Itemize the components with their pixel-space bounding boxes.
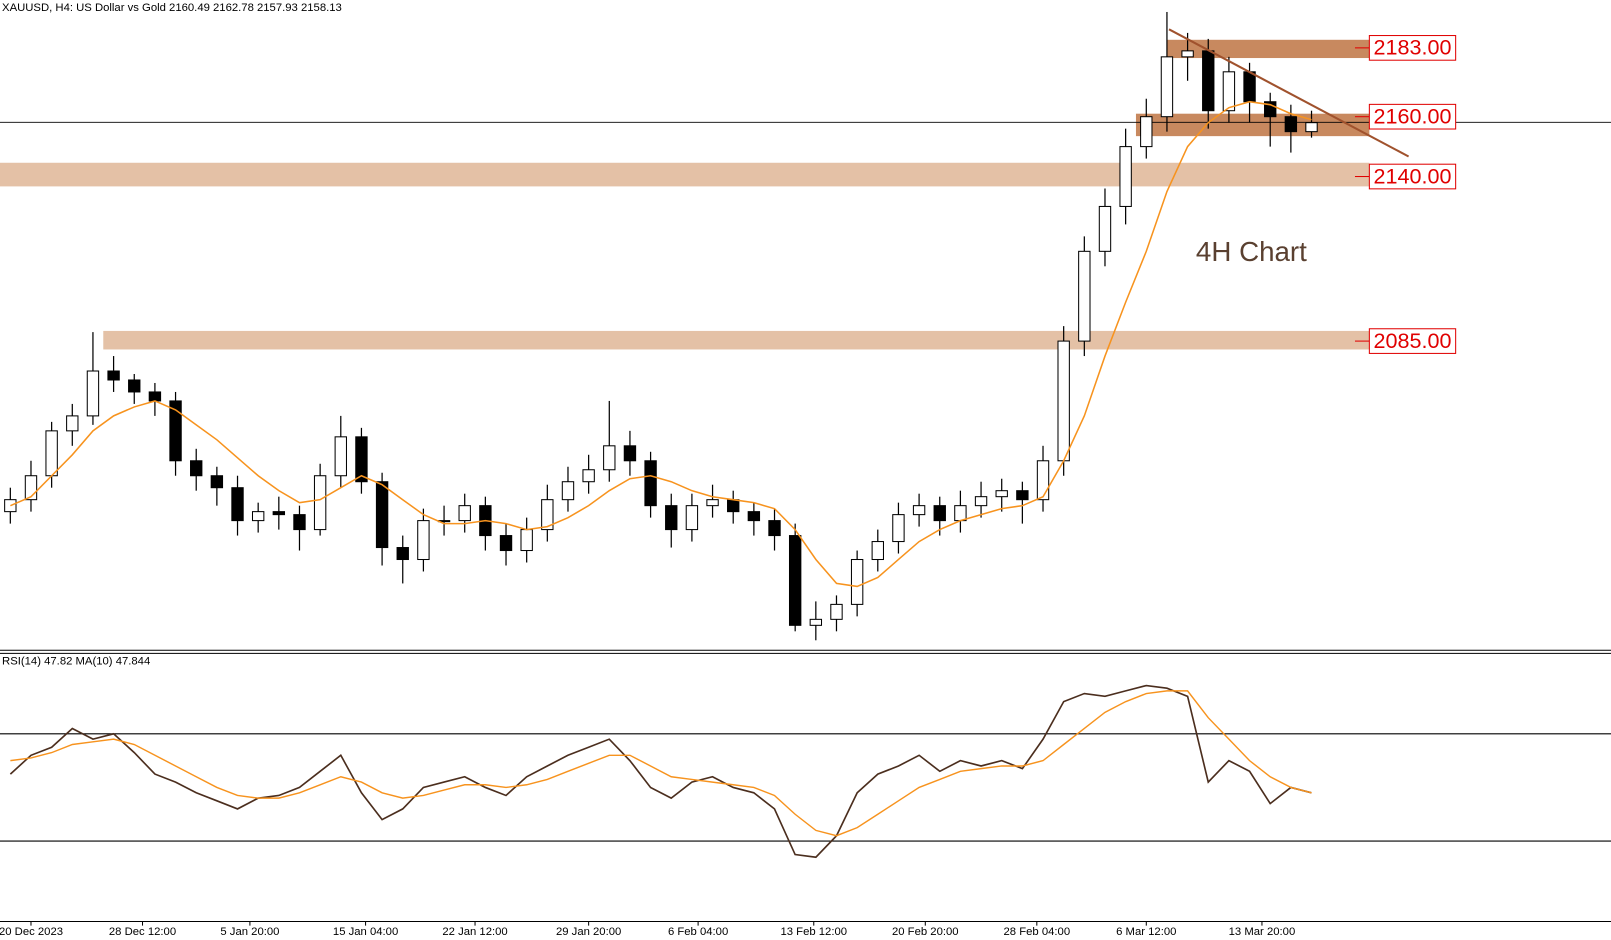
candle-body — [251, 511, 265, 522]
level-label-box — [1368, 103, 1457, 130]
level-zone — [1166, 39, 1370, 59]
candle-body — [561, 481, 575, 501]
candle-body — [210, 475, 224, 489]
level-label: 2160.00 — [1374, 103, 1452, 128]
candle-body — [313, 475, 327, 531]
candle-body — [1119, 146, 1132, 207]
candle-body — [520, 529, 533, 552]
candle-body — [272, 511, 286, 516]
candle-body — [1016, 490, 1029, 501]
x-tick-label: 20 Dec 2023 — [0, 926, 63, 938]
x-tick-label: 5 Jan 20:00 — [220, 926, 279, 938]
candle-body — [499, 535, 513, 552]
rsi-ma-line — [10, 690, 1312, 837]
candle-body — [541, 499, 554, 531]
candle-body — [603, 445, 616, 471]
trendline — [1168, 28, 1410, 158]
candle-body — [665, 505, 678, 531]
level-label-box — [1368, 35, 1457, 61]
candle-body — [190, 460, 203, 477]
candle-body — [128, 379, 141, 393]
candle-body — [623, 445, 637, 462]
candle-body — [231, 487, 244, 522]
candle-body — [954, 505, 967, 522]
x-tick-label: 28 Feb 04:00 — [1004, 926, 1071, 938]
level-label-box — [1368, 328, 1457, 354]
candle-body — [933, 505, 946, 522]
x-tick-label: 22 Jan 12:00 — [442, 926, 507, 938]
x-tick-label: 15 Jan 04:00 — [333, 926, 398, 938]
candle-body — [375, 481, 389, 549]
candle-body — [1243, 71, 1256, 103]
candle-body — [768, 520, 781, 537]
candle-body — [293, 514, 306, 531]
candle-body — [458, 505, 471, 522]
candle-body — [1140, 116, 1153, 148]
candle-body — [1057, 340, 1070, 462]
candle-body — [912, 505, 926, 516]
candle-body — [1098, 205, 1112, 252]
candle-body — [892, 514, 905, 543]
candle-body — [850, 558, 864, 605]
candle-body — [644, 460, 657, 507]
candle-body — [107, 370, 120, 381]
chart-title: XAUUSD, H4: US Dollar vs Gold 2160.49 21… — [2, 2, 342, 14]
candle-body — [86, 370, 100, 417]
rsi-title: RSI(14) 47.82 MA(10) 47.844 — [2, 656, 150, 668]
candle-body — [974, 496, 988, 507]
candle-body — [1222, 71, 1236, 112]
candle-body — [809, 618, 823, 626]
candle-body — [1160, 56, 1174, 118]
x-tick-label: 13 Feb 12:00 — [780, 926, 847, 938]
level-label: 2140.00 — [1374, 163, 1452, 188]
candle-body — [685, 505, 699, 531]
candle-body — [747, 511, 761, 522]
candle-body — [66, 415, 79, 432]
candle-body — [1202, 50, 1215, 112]
x-tick-label: 6 Feb 04:00 — [668, 926, 728, 938]
candle-body — [355, 436, 368, 483]
x-tick-label: 28 Dec 12:00 — [109, 926, 176, 938]
moving-average — [10, 100, 1312, 588]
candle-body — [582, 469, 595, 483]
candle-body — [706, 499, 719, 507]
candle-body — [1284, 116, 1298, 133]
candle-body — [396, 547, 409, 561]
x-tick-label: 20 Feb 20:00 — [892, 926, 959, 938]
x-tick-label: 13 Mar 20:00 — [1229, 926, 1296, 938]
rsi-line — [9, 684, 1312, 859]
candle-body — [727, 499, 740, 513]
candle-body — [1036, 460, 1050, 501]
x-tick-label: 6 Mar 12:00 — [1116, 926, 1176, 938]
candle-body — [24, 475, 38, 501]
candle-body — [871, 541, 884, 561]
candle-body — [1305, 122, 1318, 133]
candle-body — [169, 400, 182, 462]
level-zone — [103, 330, 1370, 350]
level-label-box — [1368, 163, 1457, 190]
candle-body — [417, 520, 430, 561]
candle-body — [1264, 101, 1277, 118]
candle-body — [4, 499, 17, 513]
candle-body — [830, 603, 843, 620]
candle-body — [45, 430, 58, 477]
candle-body — [148, 391, 162, 402]
candle-body — [334, 436, 347, 477]
level-zone — [0, 162, 1370, 187]
candle-body — [1181, 50, 1194, 58]
candle-body — [995, 490, 1008, 498]
level-label: 2085.00 — [1374, 328, 1452, 353]
candle-body — [1078, 250, 1091, 342]
annotation: 4H Chart — [1196, 236, 1307, 267]
x-tick-label: 29 Jan 20:00 — [556, 926, 621, 938]
level-label: 2183.00 — [1374, 35, 1452, 60]
candle-body — [788, 535, 802, 626]
